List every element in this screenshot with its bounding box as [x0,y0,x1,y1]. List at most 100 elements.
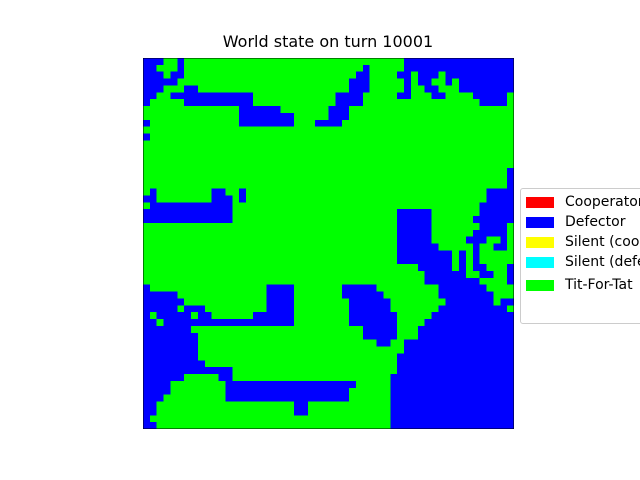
grid-cell-run [156,92,171,100]
grid-cell-run [211,312,253,320]
grid-cell-run [252,99,336,107]
grid-cell-run [493,298,501,306]
grid-cell-run [507,243,514,251]
grid-cell-run [349,106,514,113]
grid-cell-run [465,270,480,278]
grid-cell-run [294,298,350,306]
grid-cell-run [232,195,240,203]
grid-cell-run [294,319,350,326]
grid-cell-run [376,284,439,292]
grid-cell-run [479,243,494,251]
legend-swatch [526,216,554,228]
grid-cell-run [465,257,473,265]
grid-cell-run [170,387,226,395]
legend-item-cooperator: Cooperator [526,192,640,212]
grid-cell-run [349,387,391,395]
grid-cell-run [438,85,460,93]
grid-cell-run [362,99,480,107]
legend-swatch [526,256,554,268]
grid-cell-run [204,360,398,368]
grid-cell-run [232,367,398,375]
grid-cell-run [383,291,439,299]
grid-cell-run [431,209,480,217]
grid-cell-run [397,332,418,340]
grid-cell-run [197,339,377,347]
grid-cell-run [410,85,425,93]
grid-cell-run [438,71,446,79]
legend-swatch [526,196,554,208]
grid-cell-run [156,422,391,429]
grid-cell-run [465,250,473,258]
world-grid [143,58,514,429]
grid-cell-run [143,229,398,237]
grid-cell-run [369,85,405,93]
grid-cell-run [369,64,405,72]
grid-cell-run [143,181,508,189]
legend-label: Silent (defe [565,254,640,270]
grid-cell-run [362,92,398,100]
grid-cell-run [410,71,418,79]
grid-cell-run [431,222,480,230]
grid-cell-run [397,312,432,320]
grid-cell-run [149,133,514,141]
grid-cell-run [143,140,514,148]
grid-cell-run [177,291,267,299]
grid-cell-run [232,374,391,381]
grid-cell-run [184,64,363,72]
legend-item-silent-defe: Silent (defe [526,252,640,272]
grid-cell-run [197,332,363,340]
grid-cell-run [143,257,398,265]
grid-cell-run [486,264,508,271]
grid-cell-run [143,202,150,210]
legend-label: Cooperator [565,194,640,210]
grid-cell-run [479,277,508,285]
grid-cell-run [156,408,295,416]
grid-cell-run [307,401,391,409]
grid-cell-run [184,71,356,79]
legend-label: Defector [565,214,626,230]
grid-cell-run [294,284,343,292]
grid-cell-run [252,92,336,100]
grid-cell-run [307,408,391,416]
grid-cell-run [149,119,240,127]
grid-cell-run [156,195,212,203]
legend-label: Silent (coop [565,234,640,250]
grid-cell-run [143,106,240,113]
grid-cell-run [143,154,514,162]
grid-cell-run [294,305,350,313]
grid-cell-run [431,229,473,237]
grid-cell-run [143,147,514,155]
grid-cell-run [149,312,157,320]
grid-cell-run [232,216,398,223]
grid-cell-run [163,58,178,65]
grid-cell-run [294,119,315,127]
grid-cell-run [177,305,185,313]
grid-cell-run [191,312,198,320]
legend-swatch [526,279,554,291]
grid-cell-run [197,353,398,361]
grid-cell-run [431,78,446,86]
grid-cell-run [507,92,514,100]
grid-cell-run [410,92,432,100]
grid-cell-run [143,167,508,175]
grid-cell-run [143,250,398,258]
grid-cell-run [294,291,343,299]
grid-cell-run [143,222,398,230]
grid-cell-run [149,415,391,423]
grid-cell-run [507,99,514,107]
grid-cell-run [143,277,425,285]
grid-cell-run [390,305,439,313]
grid-cell-run [143,243,398,251]
grid-cell-run [431,216,473,223]
grid-cell-run [397,325,418,333]
grid-cell-run [397,319,425,326]
grid-cell-run [156,188,212,196]
grid-cell-run [170,380,226,388]
legend: Cooperator Defector Silent (coop Silent … [520,188,640,324]
grid-cell-run [246,188,487,196]
grid-cell-run [452,257,460,265]
grid-cell-run [465,264,473,271]
legend-item-defector: Defector [526,212,625,232]
grid-cell-run [143,112,240,120]
grid-cell-run [143,126,514,134]
